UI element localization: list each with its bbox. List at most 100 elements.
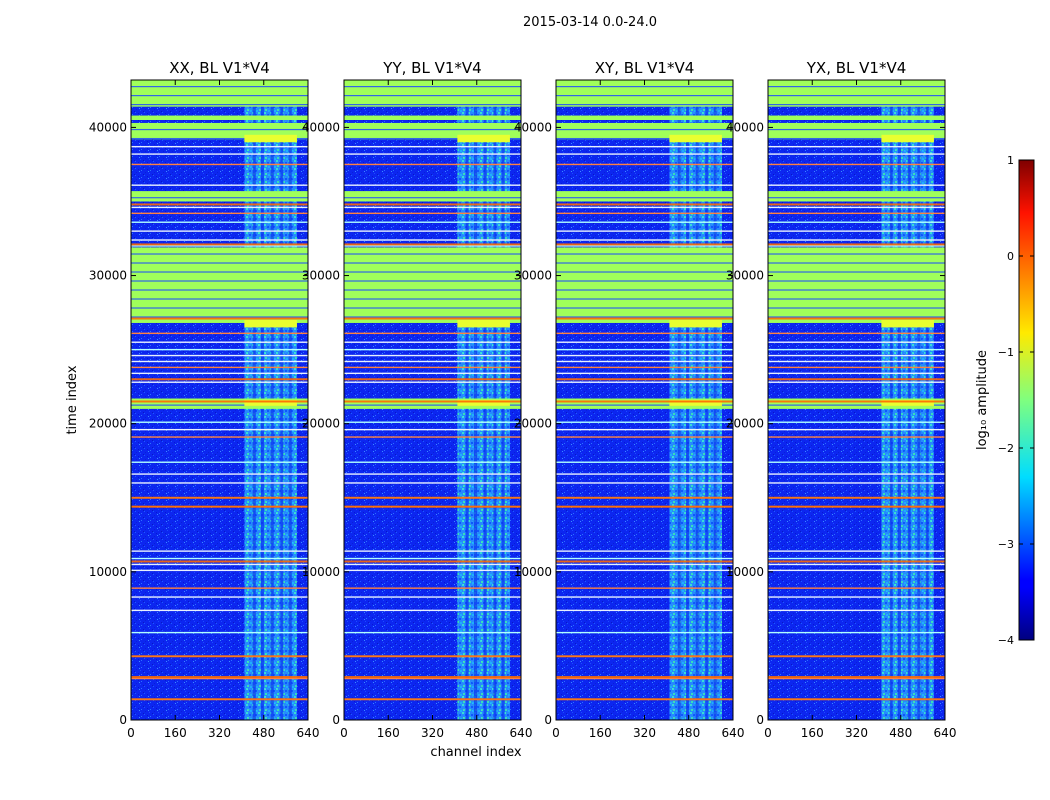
flagged-row-stripe <box>556 253 733 255</box>
flag-line <box>768 428 945 431</box>
y-tick-label: 40000 <box>726 120 764 134</box>
flagged-row-stripe <box>344 289 521 291</box>
y-tick-label: 20000 <box>302 417 340 431</box>
flag-line <box>131 596 308 598</box>
flag-line <box>556 360 733 363</box>
flagged-row-stripe <box>768 298 945 300</box>
panel-2: YY, BL V1*V4 0 160 320 480 640 0 10000 20000 3000… <box>302 59 533 740</box>
flag-line-strong <box>344 655 521 658</box>
flag-line-strong <box>556 317 733 320</box>
x-tick-label: 160 <box>589 726 612 740</box>
colorbar-gradient <box>1018 159 1035 641</box>
flag-line <box>131 473 308 475</box>
flag-line <box>768 354 945 357</box>
colorbar-tick-label: 0 <box>1007 250 1014 263</box>
panel-3: XY, BL V1*V4 0 160 320 480 640 0 10000 20000 3000… <box>514 59 745 740</box>
flag-line-strong <box>131 496 308 499</box>
colorbar-ticks: 1 0 −1 −2 −3 −4 <box>998 154 1034 647</box>
flag-line <box>131 153 308 155</box>
flag-line <box>344 245 521 247</box>
flag-line <box>344 550 521 552</box>
x-tick-label: 160 <box>801 726 824 740</box>
flagged-row-stripe <box>344 104 521 106</box>
flagged-row-block <box>556 247 733 323</box>
flag-line <box>344 360 521 363</box>
flagged-row-stripe <box>768 86 945 88</box>
flag-line-strong <box>768 203 945 206</box>
flag-line <box>556 631 733 634</box>
flagged-row-block <box>556 124 733 128</box>
flag-line-strong <box>131 203 308 206</box>
flag-line-strong <box>556 698 733 701</box>
flag-line-strong <box>344 378 521 381</box>
flag-line <box>556 569 733 572</box>
flag-line-strong <box>131 698 308 701</box>
flag-line <box>131 550 308 552</box>
flag-line <box>344 596 521 598</box>
flag-line-strong <box>556 676 733 679</box>
flagged-row-stripe <box>556 298 733 300</box>
flag-line <box>768 550 945 552</box>
flag-line <box>344 381 521 383</box>
flag-line <box>131 239 308 241</box>
flagged-row-stripe <box>131 95 308 97</box>
partial-flag-block <box>881 320 934 328</box>
flag-line <box>131 348 308 351</box>
flagged-row-stripe <box>344 137 521 140</box>
flag-line <box>556 550 733 552</box>
x-tick-label: 640 <box>722 726 745 740</box>
flag-line <box>556 587 733 589</box>
flagged-row-stripe <box>131 253 308 255</box>
flagged-row-block <box>131 398 308 409</box>
flag-line-strong <box>768 400 945 403</box>
partial-flag-block <box>669 320 722 328</box>
flag-line <box>344 557 521 560</box>
partial-flag-block <box>244 320 297 328</box>
flagged-row-stripe <box>344 262 521 264</box>
flagged-row-block <box>131 247 308 323</box>
flagged-row-block <box>768 247 945 323</box>
flagged-row-stripe <box>131 404 308 406</box>
flagged-row-stripe <box>556 289 733 291</box>
flagged-row-stripe <box>768 128 945 131</box>
flagged-row-stripe <box>768 197 945 199</box>
flag-line-strong <box>556 243 733 246</box>
flag-line <box>768 360 945 363</box>
flagged-row-block <box>344 191 521 202</box>
flag-line <box>344 230 521 232</box>
y-tick-label: 10000 <box>726 565 764 579</box>
flagged-row-stripe <box>131 307 308 309</box>
partial-flag-block <box>881 134 934 143</box>
y-tick-label: 40000 <box>302 120 340 134</box>
flag-line <box>768 563 945 566</box>
flagged-row-stripe <box>344 316 521 318</box>
x-tick-label: 640 <box>934 726 957 740</box>
flagged-row-stripe <box>768 104 945 106</box>
flag-line-strong <box>131 317 308 320</box>
flag-line <box>344 348 521 351</box>
flag-line <box>556 366 733 369</box>
flagged-row-stripe <box>131 197 308 199</box>
flag-line <box>131 206 308 209</box>
y-tick-label: 20000 <box>726 417 764 431</box>
flag-line <box>556 461 733 463</box>
flagged-row-stripe <box>768 95 945 97</box>
flag-line <box>556 563 733 566</box>
flag-line <box>768 341 945 343</box>
flag-line <box>131 569 308 572</box>
flagged-row-stripe <box>556 307 733 309</box>
flagged-row-stripe <box>768 280 945 282</box>
flag-line-strong <box>768 243 945 246</box>
flag-line <box>768 436 945 438</box>
x-axis-label: channel index <box>430 745 521 760</box>
flag-line <box>768 631 945 634</box>
y-tick-label: 30000 <box>89 269 127 283</box>
flag-line <box>768 212 945 215</box>
x-tick-label: 0 <box>340 726 348 740</box>
flag-line <box>556 206 733 209</box>
flag-line <box>556 557 733 560</box>
flag-line <box>131 421 308 423</box>
y-tick-label: 0 <box>756 713 764 727</box>
flagged-row-stripe <box>131 128 308 131</box>
flagged-row-stripe <box>556 197 733 199</box>
